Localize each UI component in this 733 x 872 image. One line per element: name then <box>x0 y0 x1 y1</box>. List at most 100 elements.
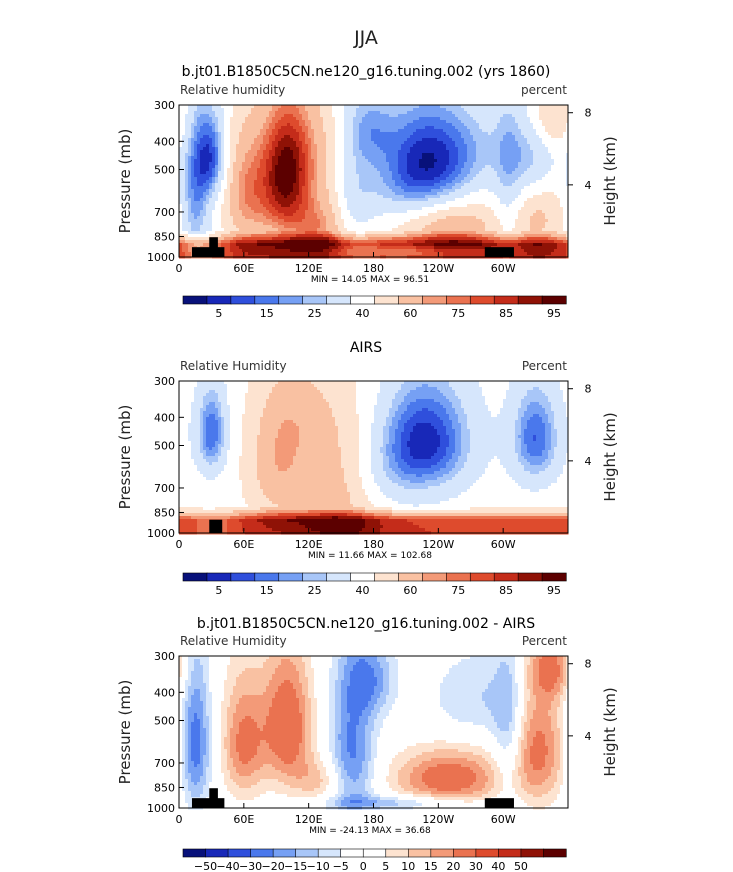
colorbar-label: 25 <box>308 307 322 320</box>
colorbar-swatch <box>520 848 545 858</box>
x-axis: 0 60E 120E 180 120W 60W <box>176 803 516 826</box>
variable-label: Relative humidity <box>180 83 285 97</box>
colorbar-label: 20 <box>446 860 460 872</box>
colorbar-label: 15 <box>424 860 438 872</box>
colorbar-label: −50 <box>194 860 217 872</box>
topography-mask <box>191 788 514 808</box>
right-axis-title: Height (km) <box>601 687 619 776</box>
colorbar-label: 40 <box>356 307 370 320</box>
x-tick-label: 120W <box>422 538 454 551</box>
colorbar-swatch <box>493 295 519 305</box>
panel-title: b.jt01.B1850C5CN.ne120_g16.tuning.002 - … <box>197 616 535 632</box>
colorbar-swatch <box>469 295 495 305</box>
min-max-label: MIN = -24.13 MAX = 36.68 <box>309 826 431 836</box>
min-max-label: MIN = 14.05 MAX = 96.51 <box>311 275 429 285</box>
colorbar-swatch <box>493 572 519 582</box>
y-tick-label: 300 <box>154 650 175 663</box>
x-axis: 0 60E 120E 180 120W 60W <box>176 528 516 551</box>
x-tick-label: 180 <box>363 262 384 275</box>
colorbar-swatch <box>230 572 256 582</box>
y-tick-label: 300 <box>154 375 175 388</box>
y-axis: 300 400 500 700 850 1000 <box>147 99 184 264</box>
colorbar-swatch <box>543 848 567 858</box>
colorbar-swatch <box>541 572 567 582</box>
colorbar-swatch <box>250 848 274 858</box>
y-tick-label: 700 <box>154 482 175 495</box>
colorbar-label: −40 <box>216 860 239 872</box>
x-tick-label: 60W <box>491 262 516 275</box>
x-tick-label: 60E <box>233 813 254 826</box>
y-tick-label: 1000 <box>147 527 175 540</box>
right-tick-label: 4 <box>585 455 592 468</box>
right-axis: 84 <box>568 107 592 192</box>
colorbar-swatch <box>317 848 342 858</box>
colorbar-swatch <box>498 848 522 858</box>
contour-fill <box>179 381 569 535</box>
colorbar-swatch <box>446 295 471 305</box>
panel-title: b.jt01.B1850C5CN.ne120_g16.tuning.002 (y… <box>182 64 551 80</box>
colorbar-swatch <box>398 572 423 582</box>
colorbar-swatch <box>350 572 376 582</box>
colorbar-label: 25 <box>308 584 322 597</box>
colorbar-swatch <box>374 295 400 305</box>
colorbar-label: 5 <box>215 307 222 320</box>
colorbar-label: 50 <box>514 860 528 872</box>
colorbar-swatch <box>517 572 543 582</box>
x-tick-label: 120E <box>295 538 323 551</box>
x-tick-label: 120E <box>295 262 323 275</box>
colorbar-label: −30 <box>239 860 262 872</box>
colorbar-swatch <box>295 848 319 858</box>
colorbar-label: 40 <box>356 584 370 597</box>
colorbar-label: 0 <box>360 860 367 872</box>
right-axis-title: Height (km) <box>601 136 619 225</box>
min-label: MIN = <box>309 826 337 836</box>
y-tick-label: 500 <box>154 714 175 727</box>
colorbar-swatch <box>422 295 447 305</box>
max-label: MAX = <box>370 275 401 285</box>
min-value: 11.66 <box>338 551 364 561</box>
colorbar-label: 95 <box>547 307 561 320</box>
contour-fill <box>179 656 569 810</box>
x-tick-label: 60E <box>233 538 254 551</box>
colorbar-label: 15 <box>260 584 274 597</box>
y-tick-label: 700 <box>154 757 175 770</box>
x-tick-label: 120W <box>422 262 454 275</box>
panel-3: b.jt01.B1850C5CN.ne120_g16.tuning.002 - … <box>116 616 619 872</box>
min-value: -24.13 <box>340 826 369 836</box>
x-tick-label: 180 <box>363 538 384 551</box>
colorbar-swatch <box>407 848 432 858</box>
y-axis: 300 400 500 700 850 1000 <box>147 650 184 815</box>
colorbar-swatch <box>446 572 471 582</box>
y-tick-label: 850 <box>154 230 175 243</box>
colorbar-label: 30 <box>469 860 483 872</box>
y-axis: 300 400 500 700 850 1000 <box>147 375 184 540</box>
right-tick-label: 8 <box>585 658 592 671</box>
colorbar-swatch <box>469 572 495 582</box>
y-axis-title: Pressure (mb) <box>116 129 134 234</box>
colorbar-swatch <box>182 848 207 858</box>
right-axis: 84 <box>568 383 592 468</box>
colorbar-swatch <box>453 848 477 858</box>
variable-label: Relative Humidity <box>180 359 287 373</box>
colorbar-swatch <box>272 848 297 858</box>
colorbar-label: 5 <box>382 860 389 872</box>
max-label: MAX = <box>367 551 398 561</box>
colorbar-swatch <box>541 295 567 305</box>
colorbar-label: −20 <box>262 860 285 872</box>
max-label: MAX = <box>372 826 403 836</box>
x-tick-label: 60W <box>491 813 516 826</box>
topography-mask <box>191 237 514 257</box>
panel-1: b.jt01.B1850C5CN.ne120_g16.tuning.002 (y… <box>116 64 619 320</box>
x-tick-label: 120W <box>422 813 454 826</box>
right-tick-label: 4 <box>585 179 592 192</box>
colorbar-swatch <box>475 848 500 858</box>
units-label: percent <box>521 83 567 97</box>
right-tick-label: 8 <box>585 383 592 396</box>
y-tick-label: 850 <box>154 506 175 519</box>
colorbar-swatch <box>206 295 232 305</box>
colorbar: 5 15 25 40 60 75 85 95 <box>182 295 567 320</box>
min-max-label: MIN = 11.66 MAX = 102.68 <box>308 551 432 561</box>
colorbar-label: 5 <box>215 584 222 597</box>
x-tick-label: 0 <box>176 262 183 275</box>
